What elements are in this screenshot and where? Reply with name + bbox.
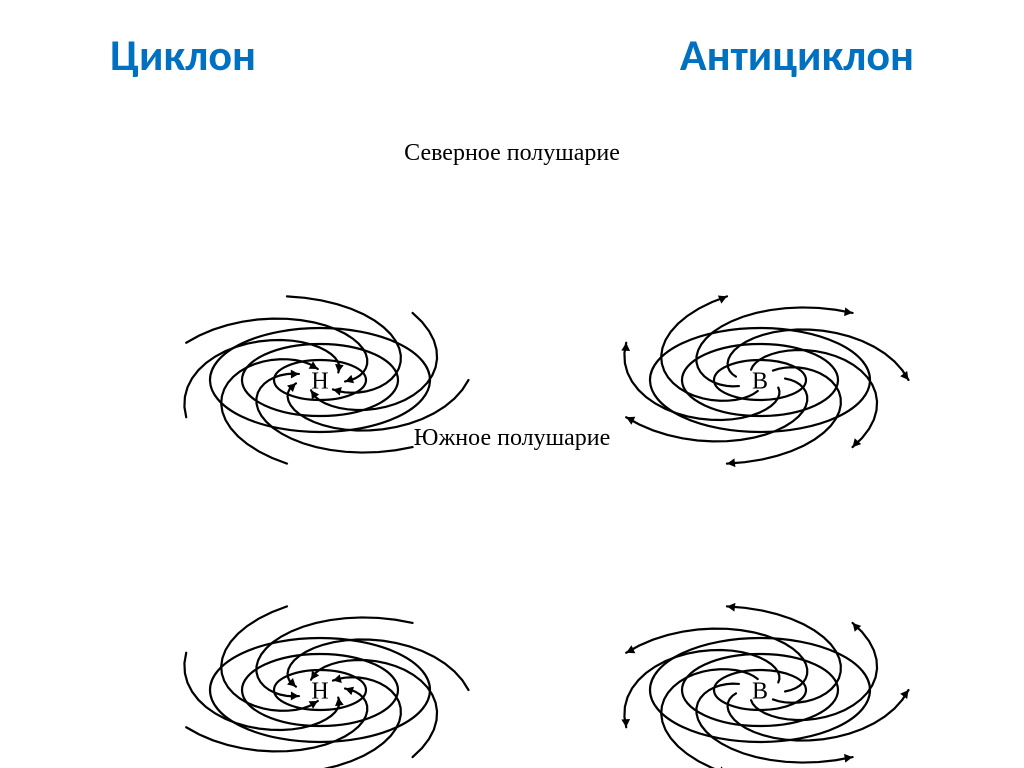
spiral-sh-cyclone: Н bbox=[170, 600, 470, 768]
spiral-nh-cyclone: Н bbox=[170, 290, 470, 470]
diagram-area: Н В Н В bbox=[40, 120, 984, 728]
title-anticyclone: Антициклон bbox=[680, 28, 914, 82]
slide: Циклон Антициклон Северное полушарие Южн… bbox=[0, 0, 1024, 768]
center-pressure-label: В bbox=[752, 368, 768, 394]
title-row: Циклон Антициклон bbox=[0, 0, 1024, 82]
center-pressure-label: Н bbox=[311, 368, 328, 394]
center-pressure-label: В bbox=[752, 678, 768, 704]
title-cyclone: Циклон bbox=[110, 28, 256, 82]
spiral-sh-anticyclone: В bbox=[610, 600, 910, 768]
center-pressure-label: Н bbox=[311, 678, 328, 704]
spiral-nh-anticyclone: В bbox=[610, 290, 910, 470]
